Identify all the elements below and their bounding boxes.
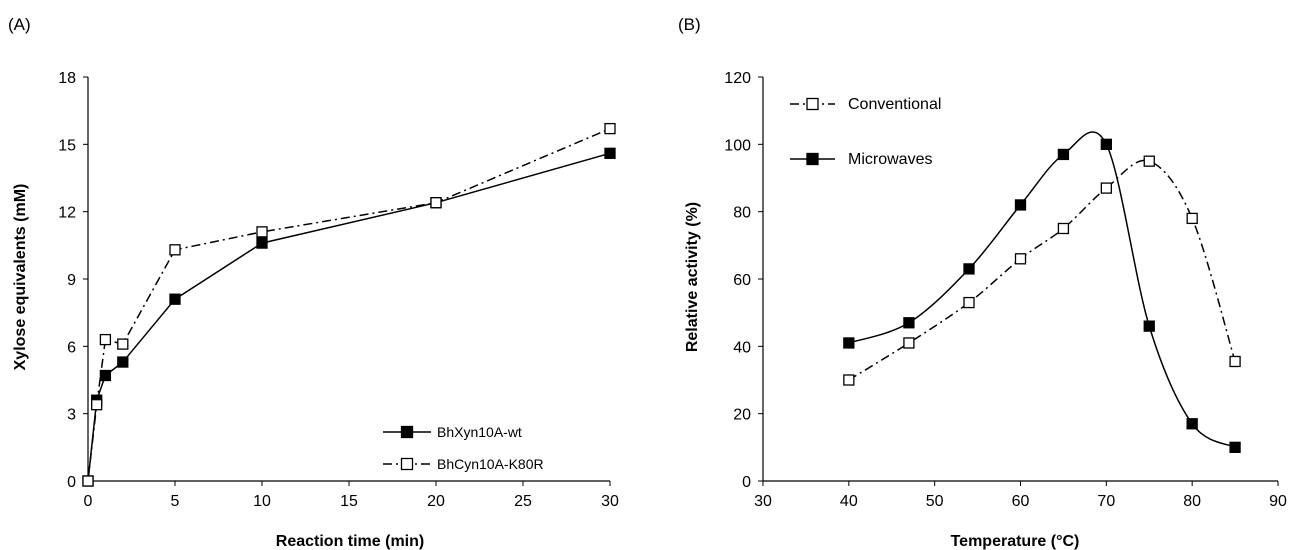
legend-a: BhXyn10A-wt BhCyn10A-K80R xyxy=(383,424,544,472)
x-tick-label: 5 xyxy=(171,493,180,510)
series-1-point xyxy=(169,244,181,256)
series-1-point xyxy=(256,226,268,238)
series-1-point xyxy=(1186,418,1198,430)
axes-b: 30 40 50 60 70 80 90 0 20 40 60 80 100 120 xyxy=(724,70,1287,510)
y-tick-label: 9 xyxy=(67,272,76,289)
series-0-point xyxy=(1186,212,1198,225)
y-tick-label: 20 xyxy=(733,407,751,424)
x-axis-title-a: Reaction time (min) xyxy=(276,533,424,550)
x-tick-label: 80 xyxy=(1183,493,1201,510)
y-tick-label: 0 xyxy=(742,474,751,491)
y-tick-label: 40 xyxy=(733,339,751,356)
series-0-point xyxy=(1014,253,1027,265)
axes-a: 0 5 10 15 20 25 30 0 3 6 9 12 15 18 xyxy=(58,70,619,510)
legend-label-0: Conventional xyxy=(848,96,941,113)
series-1-point xyxy=(91,399,103,411)
x-tick-label: 30 xyxy=(601,493,619,510)
x-tick-label: 20 xyxy=(427,493,445,510)
x-tick-label: 10 xyxy=(253,493,271,510)
x-tick-label: 30 xyxy=(754,493,772,510)
y-tick-label: 18 xyxy=(58,70,76,87)
y-axis-title-a: Xylose equivalents (mM) xyxy=(12,184,29,371)
series-0-point xyxy=(1100,182,1112,194)
series-1-point xyxy=(82,475,94,487)
series-0-point xyxy=(963,296,975,309)
panel-label-b: (B) xyxy=(678,15,701,34)
series-1-point xyxy=(903,317,915,329)
legend-label-1: BhCyn10A-K80R xyxy=(437,456,544,472)
series-0-point xyxy=(256,237,268,249)
series-1-point xyxy=(430,197,442,209)
series-1-point xyxy=(963,263,975,275)
series-1-point xyxy=(1057,148,1070,161)
series-1-point xyxy=(604,122,616,135)
series-0-point xyxy=(169,293,181,305)
y-tick-label: 60 xyxy=(733,272,751,289)
series-1-point xyxy=(1143,320,1155,332)
series-1-point xyxy=(99,333,112,346)
series-line-0 xyxy=(87,152,611,482)
series-0-point xyxy=(604,147,616,159)
x-tick-label: 15 xyxy=(340,493,358,510)
x-tick-label: 40 xyxy=(840,493,858,510)
series-1-point xyxy=(843,337,855,349)
series-line-1 xyxy=(87,127,611,482)
legend-label-1: Microwaves xyxy=(848,151,932,168)
legend-marker-0 xyxy=(806,97,819,111)
legend-marker-1 xyxy=(400,457,414,471)
x-tick-label: 90 xyxy=(1269,493,1287,510)
chart-panel-b: (B) 30 40 50 60 70 80 90 0 20 40 60 80 100 120 Temper… xyxy=(678,15,1287,550)
panel-label-a: (A) xyxy=(8,15,31,34)
series-1-point xyxy=(1014,199,1027,211)
y-tick-label: 0 xyxy=(67,474,76,491)
y-axis-title-b: Relative activity (%) xyxy=(684,202,701,352)
series-0-point xyxy=(1229,355,1241,368)
legend-label-0: BhXyn10A-wt xyxy=(437,424,522,440)
series-line-1 xyxy=(848,131,1236,449)
legend-b: Conventional Microwaves xyxy=(790,96,941,168)
chart-panel-a: (A) 0 5 10 15 20 25 30 0 3 6 9 12 15 18 Reaction time… xyxy=(8,15,619,550)
x-tick-label: 70 xyxy=(1097,493,1115,510)
legend-marker-1 xyxy=(806,152,819,166)
x-tick-label: 60 xyxy=(1012,493,1030,510)
y-tick-label: 80 xyxy=(733,205,751,222)
y-tick-label: 120 xyxy=(724,70,751,87)
y-tick-label: 100 xyxy=(724,137,751,154)
series-1-point xyxy=(1229,441,1241,453)
series-1-point xyxy=(117,338,129,350)
legend-marker-0 xyxy=(400,425,414,439)
y-tick-label: 12 xyxy=(58,205,76,222)
x-tick-label: 50 xyxy=(926,493,944,510)
y-tick-label: 6 xyxy=(67,339,76,356)
y-tick-label: 3 xyxy=(67,407,76,424)
series-0-point xyxy=(843,374,855,386)
series-0-point xyxy=(1057,222,1070,235)
x-tick-label: 25 xyxy=(514,493,532,510)
x-tick-label: 0 xyxy=(84,493,93,510)
y-tick-label: 15 xyxy=(58,137,76,154)
series-0-point xyxy=(117,356,129,368)
series-0-point xyxy=(1143,155,1155,167)
series-0-point xyxy=(99,369,112,382)
series-0-point xyxy=(903,337,915,349)
series-1-point xyxy=(1100,138,1112,150)
x-axis-title-b: Temperature (°C) xyxy=(951,533,1080,550)
